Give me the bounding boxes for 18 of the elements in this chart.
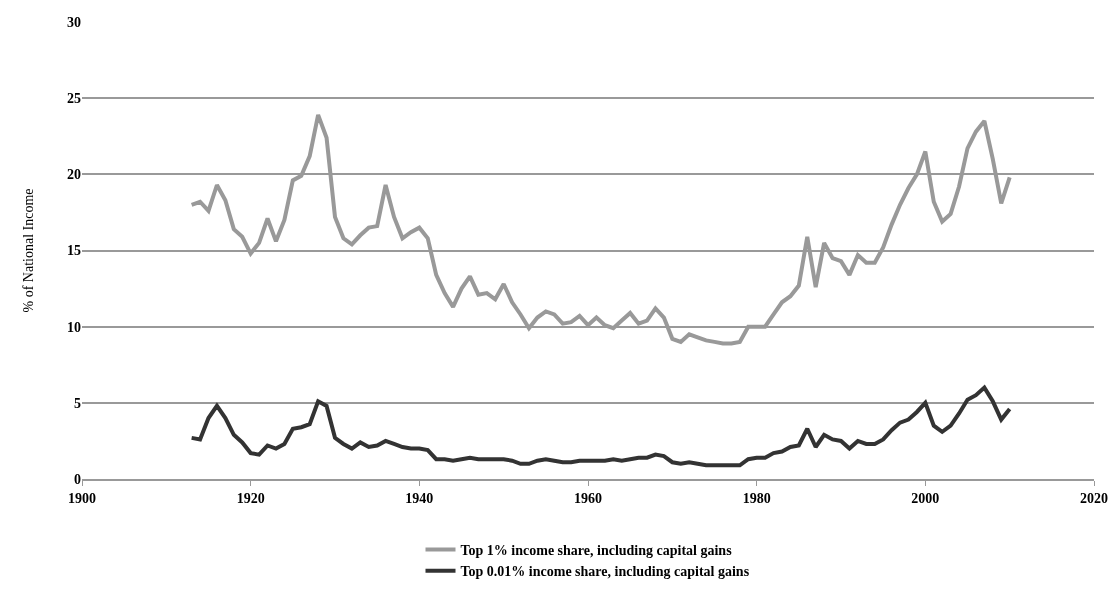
x-tick-label: 2020: [1080, 490, 1108, 506]
x-tick-label: 1920: [236, 490, 265, 506]
y-axis-title: % of National Income: [20, 188, 36, 313]
y-tick-label: 25: [67, 91, 81, 107]
x-tick-label: 1940: [405, 490, 434, 506]
line-series: [189, 385, 1012, 468]
y-tick-label: 10: [67, 319, 81, 335]
x-tick-label: 2000: [911, 490, 940, 506]
y-tick-label: 5: [74, 395, 81, 411]
x-tick-label: 1900: [68, 490, 96, 506]
legend-label: Top 1% income share, including capital gains: [460, 542, 733, 558]
y-tick-label: 20: [67, 167, 81, 183]
y-tick-label: 15: [67, 243, 81, 259]
legend-label: Top 0.01% income share, including capital gains: [460, 564, 750, 580]
y-tick-label: 30: [67, 14, 81, 30]
x-tick-label: 1980: [742, 490, 771, 506]
x-tick-label: 1960: [574, 490, 602, 506]
y-tick-label: 0: [74, 471, 81, 487]
